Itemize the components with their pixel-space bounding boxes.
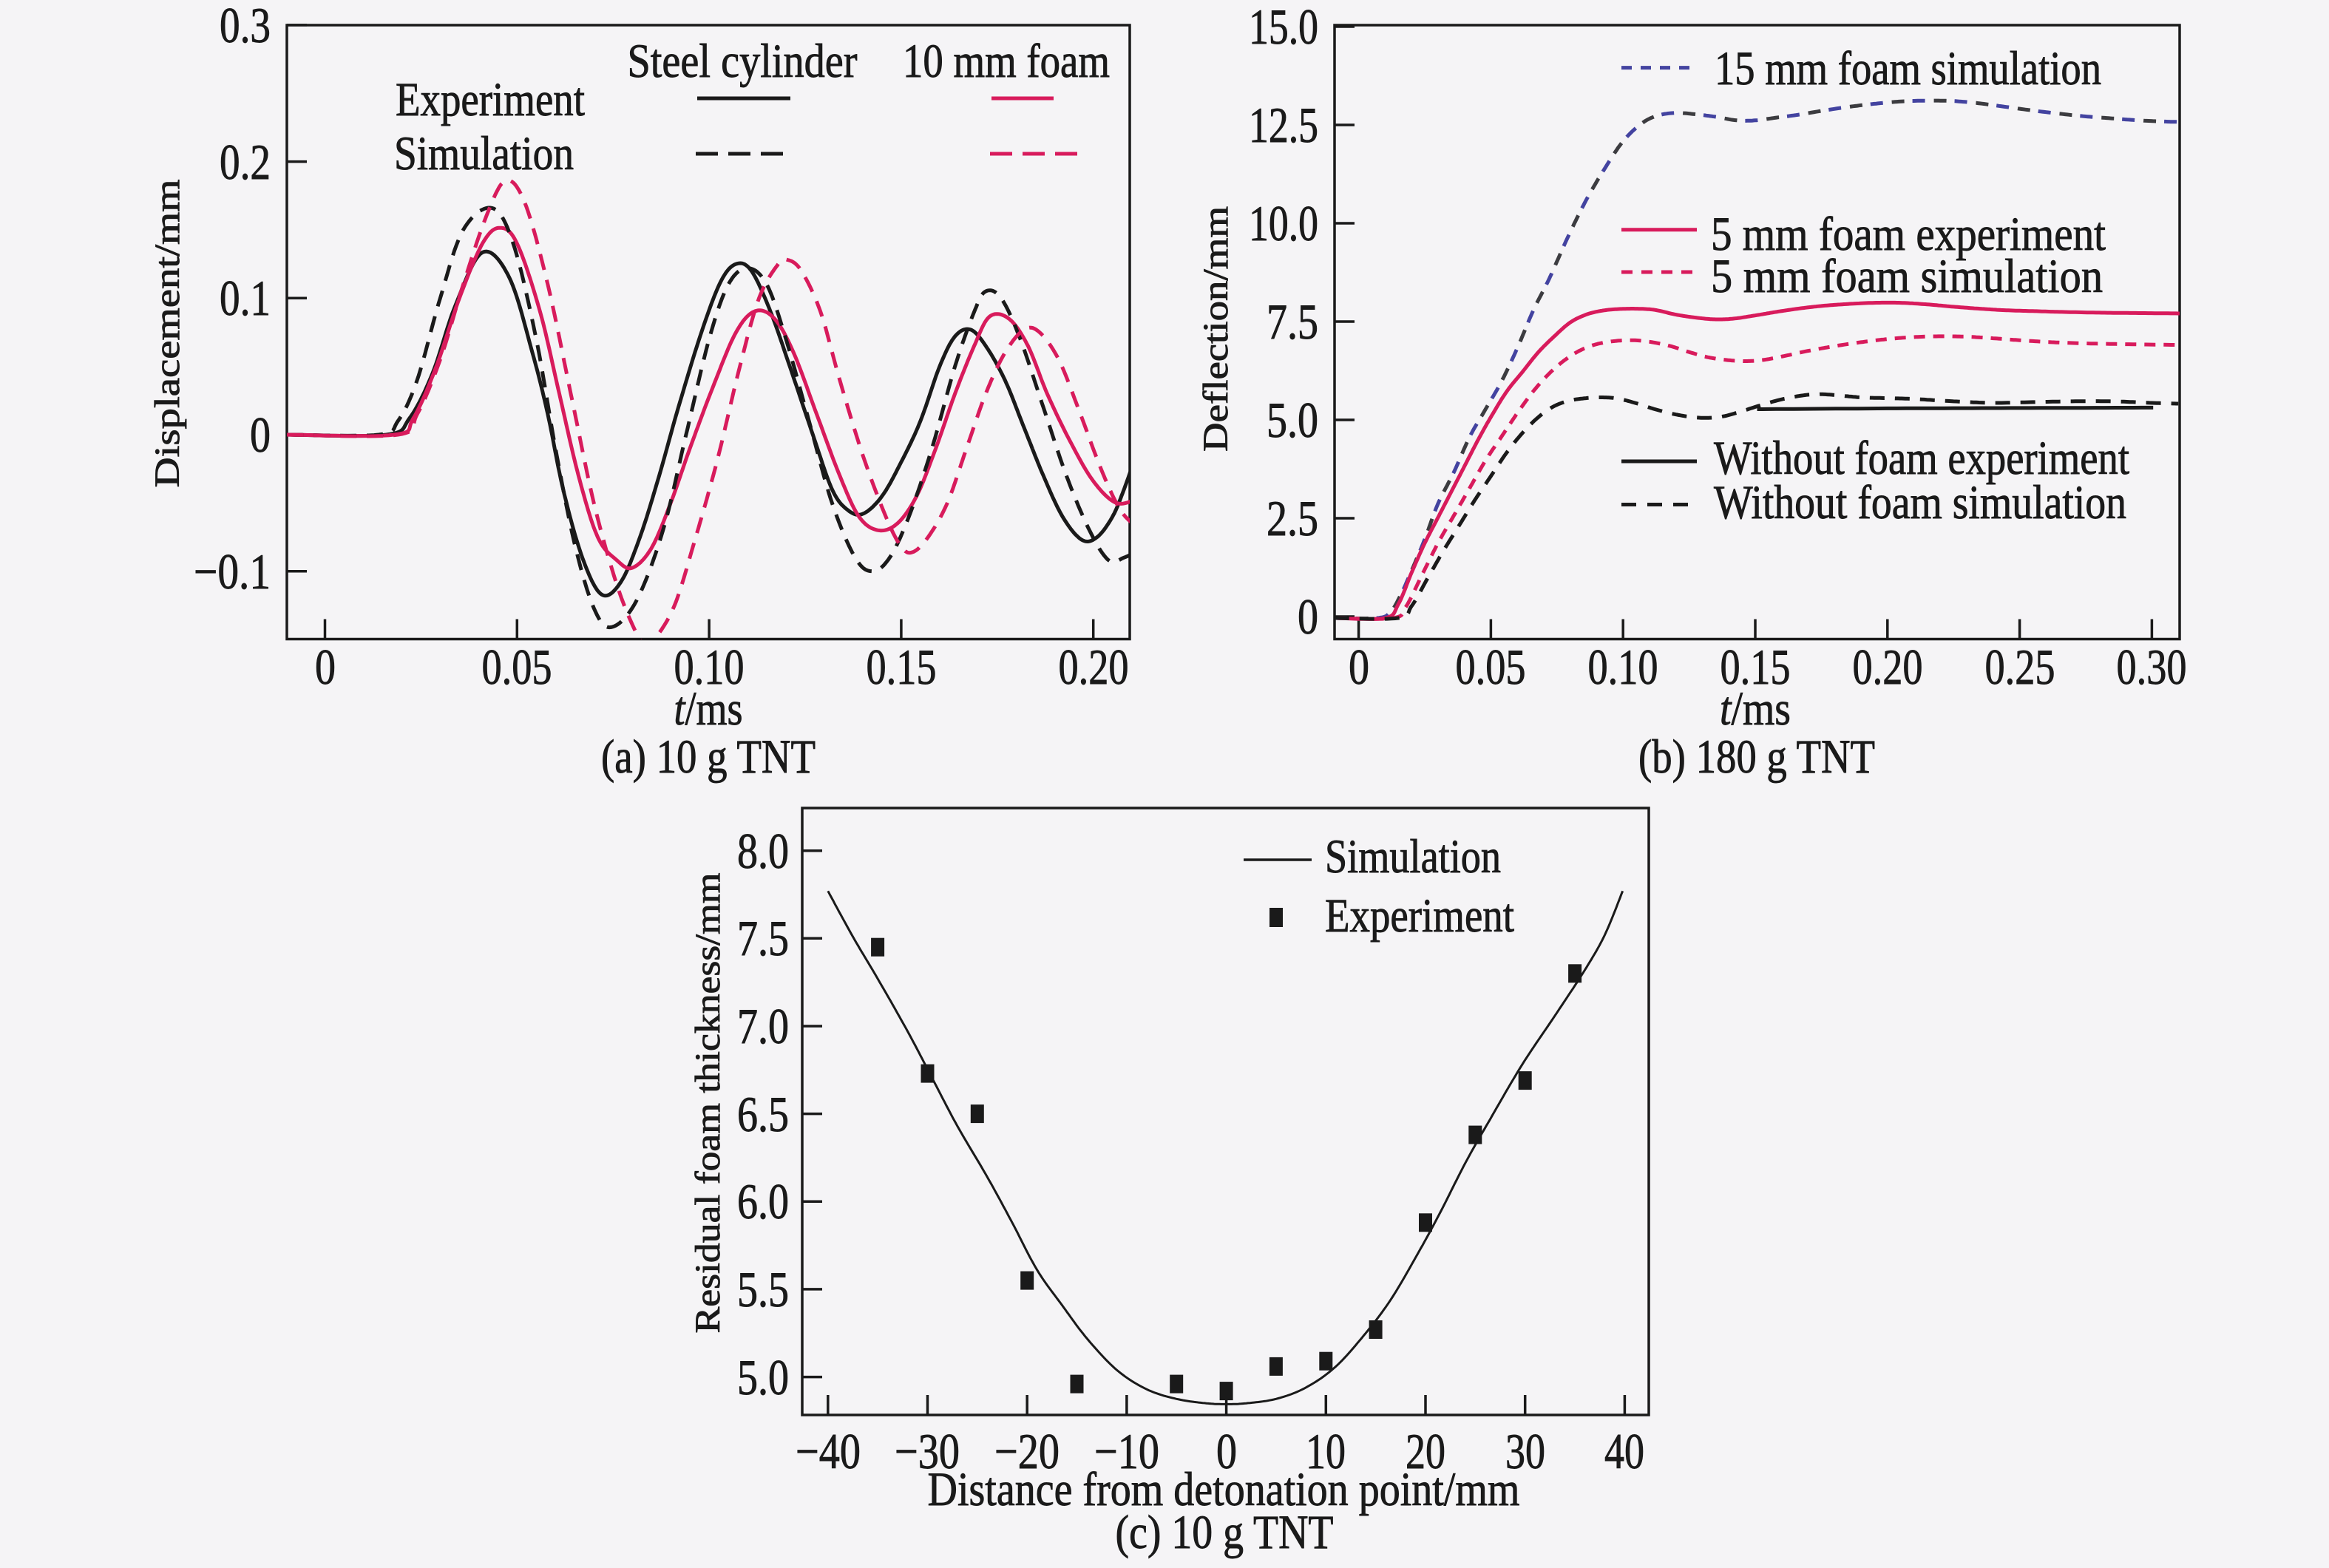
svg-text:5.0: 5.0 <box>737 1349 789 1405</box>
svg-text:Simulation: Simulation <box>1325 830 1501 883</box>
svg-text:20: 20 <box>1406 1423 1445 1479</box>
svg-text:0: 0 <box>1298 588 1318 645</box>
svg-text:−20: −20 <box>994 1423 1060 1479</box>
svg-text:0: 0 <box>315 639 336 695</box>
svg-text:Deflection/mm: Deflection/mm <box>1196 206 1235 452</box>
svg-text:2.5: 2.5 <box>1267 490 1318 546</box>
svg-text:10: 10 <box>1306 1423 1346 1479</box>
svg-text:Displacement/mm: Displacement/mm <box>148 180 187 488</box>
svg-text:6.0: 6.0 <box>737 1173 789 1229</box>
svg-text:0.05: 0.05 <box>1456 639 1526 695</box>
svg-text:(c) 10 g TNT: (c) 10 g TNT <box>1116 1506 1334 1559</box>
svg-text:7.0: 7.0 <box>737 998 789 1054</box>
svg-text:−0.1: −0.1 <box>194 543 271 600</box>
svg-text:0.20: 0.20 <box>1853 639 1923 695</box>
svg-text:0: 0 <box>1349 639 1369 695</box>
svg-text:7.5: 7.5 <box>1267 293 1318 350</box>
svg-text:Distance from detonation point: Distance from detonation point/mm <box>928 1463 1520 1516</box>
svg-text:Experiment: Experiment <box>396 73 585 126</box>
svg-text:−30: −30 <box>895 1423 960 1479</box>
svg-text:0.2: 0.2 <box>220 134 271 190</box>
svg-text:5 mm foam simulation: 5 mm foam simulation <box>1711 250 2103 303</box>
svg-text:0.10: 0.10 <box>674 639 745 695</box>
svg-text:10 mm foam: 10 mm foam <box>903 35 1110 88</box>
svg-text:0.30: 0.30 <box>2117 639 2187 695</box>
svg-text:0.10: 0.10 <box>1588 639 1658 695</box>
svg-text:0: 0 <box>1216 1423 1237 1479</box>
svg-text:0.15: 0.15 <box>867 639 937 695</box>
svg-text:Residual foam thickness/mm: Residual foam thickness/mm <box>688 873 728 1334</box>
svg-text:−40: −40 <box>796 1423 861 1479</box>
svg-text:(b) 180 g TNT: (b) 180 g TNT <box>1638 730 1875 784</box>
svg-text:10.0: 10.0 <box>1249 195 1318 251</box>
svg-text:t/ms: t/ms <box>674 682 743 736</box>
svg-text:Without foam simulation: Without foam simulation <box>1714 476 2126 529</box>
svg-text:0.20: 0.20 <box>1059 639 1129 695</box>
svg-text:0: 0 <box>250 407 271 463</box>
svg-text:8.0: 8.0 <box>737 823 789 879</box>
svg-text:5.0: 5.0 <box>1267 392 1318 448</box>
svg-text:0.25: 0.25 <box>1985 639 2055 695</box>
svg-text:Steel cylinder: Steel cylinder <box>628 35 858 88</box>
svg-text:5 mm foam experiment: 5 mm foam experiment <box>1711 208 2106 261</box>
svg-text:40: 40 <box>1604 1423 1644 1479</box>
svg-text:−10: −10 <box>1094 1423 1159 1479</box>
svg-text:Simulation: Simulation <box>394 127 574 180</box>
svg-text:6.5: 6.5 <box>737 1086 789 1142</box>
svg-text:Experiment: Experiment <box>1325 889 1514 943</box>
svg-text:15.0: 15.0 <box>1249 0 1318 55</box>
svg-text:Without foam experiment: Without foam experiment <box>1714 432 2129 485</box>
svg-text:0.1: 0.1 <box>220 270 271 326</box>
svg-text:(a) 10 g TNT: (a) 10 g TNT <box>601 730 816 784</box>
svg-text:12.5: 12.5 <box>1249 97 1318 153</box>
svg-text:30: 30 <box>1505 1423 1545 1479</box>
svg-text:15 mm foam simulation: 15 mm foam simulation <box>1715 42 2101 95</box>
svg-text:7.5: 7.5 <box>737 910 789 966</box>
svg-text:0.05: 0.05 <box>482 639 552 695</box>
svg-text:0.15: 0.15 <box>1721 639 1791 695</box>
svg-text:5.5: 5.5 <box>737 1261 789 1317</box>
svg-text:0.3: 0.3 <box>220 0 271 53</box>
svg-text:t/ms: t/ms <box>1720 682 1791 736</box>
